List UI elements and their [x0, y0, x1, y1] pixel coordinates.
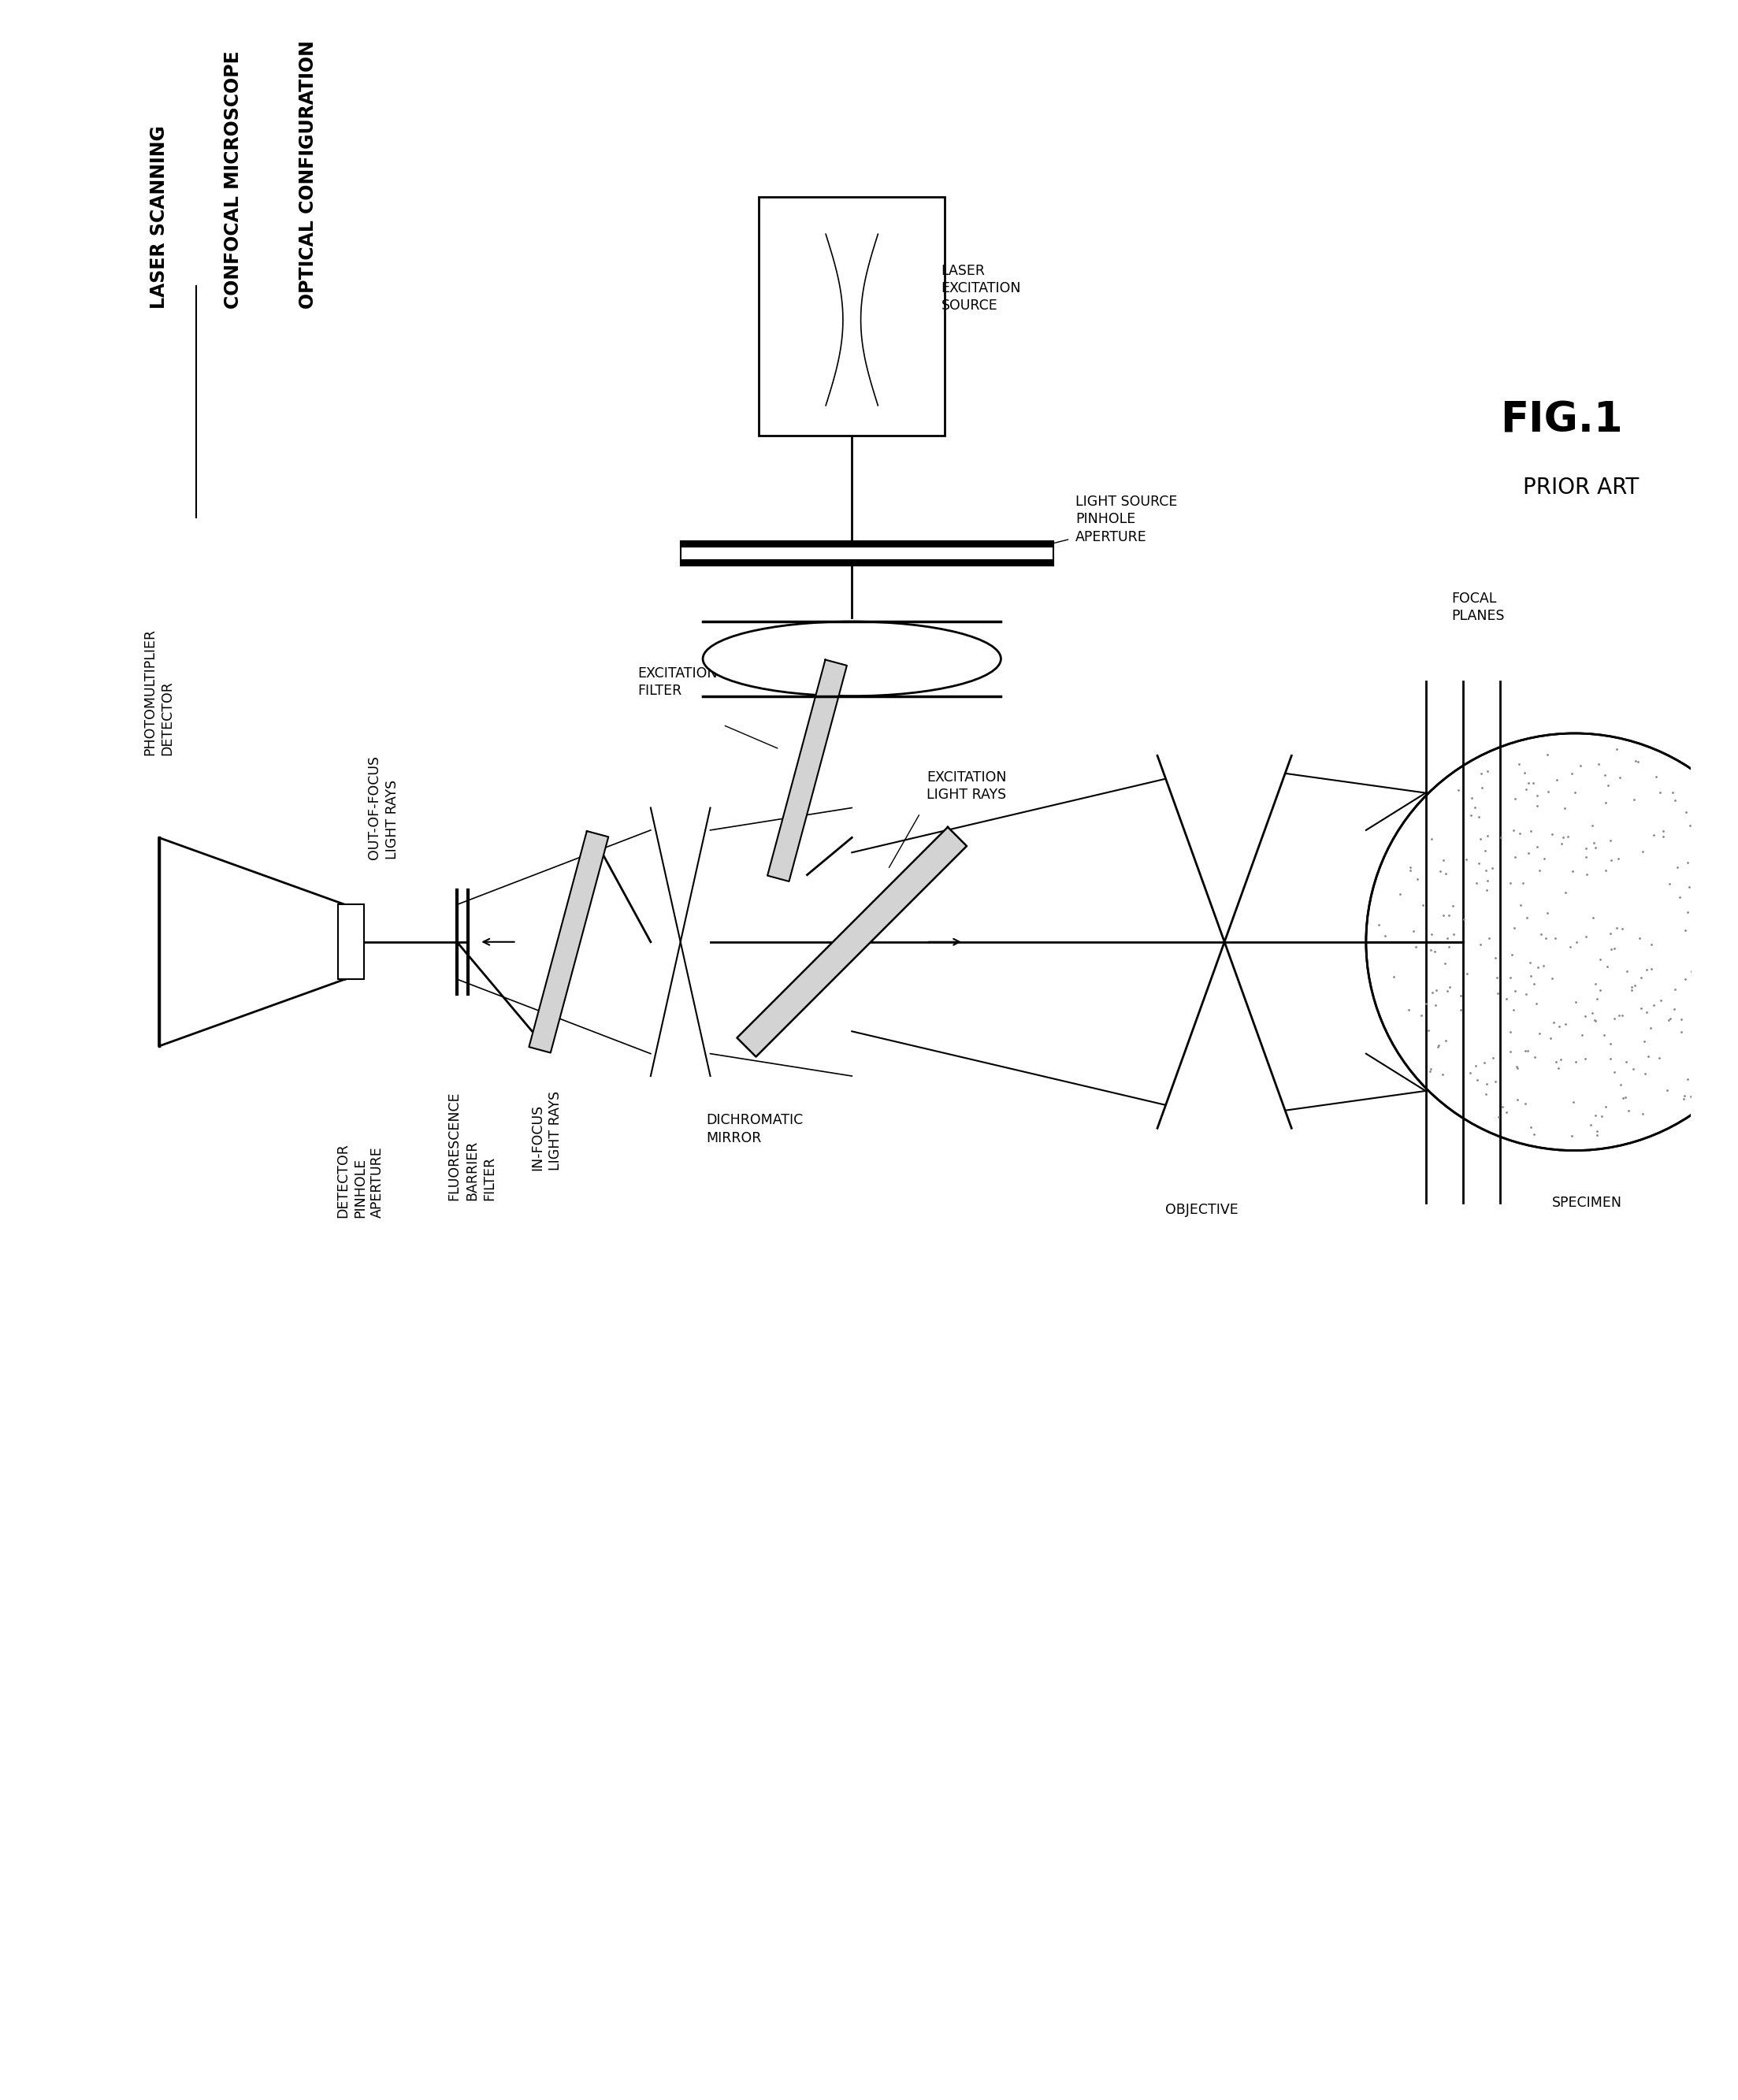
Text: FOCAL
PLANES: FOCAL PLANES — [1451, 592, 1505, 624]
Polygon shape — [737, 827, 966, 1056]
Text: EXCITATION
FILTER: EXCITATION FILTER — [638, 666, 718, 697]
Bar — [681, 561, 1053, 565]
Text: LIGHT SOURCE
PINHOLE
APERTURE: LIGHT SOURCE PINHOLE APERTURE — [1076, 496, 1177, 544]
Text: OUT-OF-FOCUS
LIGHT RAYS: OUT-OF-FOCUS LIGHT RAYS — [367, 756, 400, 859]
Polygon shape — [650, 808, 711, 1075]
Text: FIG.1: FIG.1 — [1500, 399, 1623, 441]
Bar — [760, 197, 945, 435]
Text: CONFOCAL MICROSCOPE: CONFOCAL MICROSCOPE — [224, 50, 243, 309]
Polygon shape — [528, 832, 608, 1052]
Polygon shape — [768, 659, 846, 882]
Text: EXCITATION
LIGHT RAYS: EXCITATION LIGHT RAYS — [926, 771, 1006, 802]
Text: DICHROMATIC
MIRROR: DICHROMATIC MIRROR — [706, 1113, 803, 1144]
Text: OBJECTIVE: OBJECTIVE — [1166, 1203, 1239, 1216]
Text: OPTICAL CONFIGURATION: OPTICAL CONFIGURATION — [299, 40, 318, 309]
Text: DETECTOR
PINHOLE
APERTURE: DETECTOR PINHOLE APERTURE — [335, 1142, 384, 1218]
Bar — [681, 542, 1053, 546]
Text: LASER
EXCITATION
SOURCE: LASER EXCITATION SOURCE — [942, 265, 1022, 313]
Text: LASER SCANNING: LASER SCANNING — [149, 126, 169, 309]
Bar — [337, 905, 363, 979]
Text: IN-FOCUS
LIGHT RAYS: IN-FOCUS LIGHT RAYS — [530, 1090, 561, 1170]
Ellipse shape — [702, 622, 1001, 695]
Text: PRIOR ART: PRIOR ART — [1522, 477, 1639, 498]
Text: SPECIMEN: SPECIMEN — [1552, 1195, 1623, 1210]
Text: FLUORESCENCE
BARRIER
FILTER: FLUORESCENCE BARRIER FILTER — [447, 1090, 497, 1199]
Polygon shape — [1158, 756, 1291, 1128]
Text: PHOTOMULTIPLIER
DETECTOR: PHOTOMULTIPLIER DETECTOR — [143, 628, 176, 756]
Circle shape — [1366, 733, 1738, 1151]
Polygon shape — [158, 838, 346, 1046]
